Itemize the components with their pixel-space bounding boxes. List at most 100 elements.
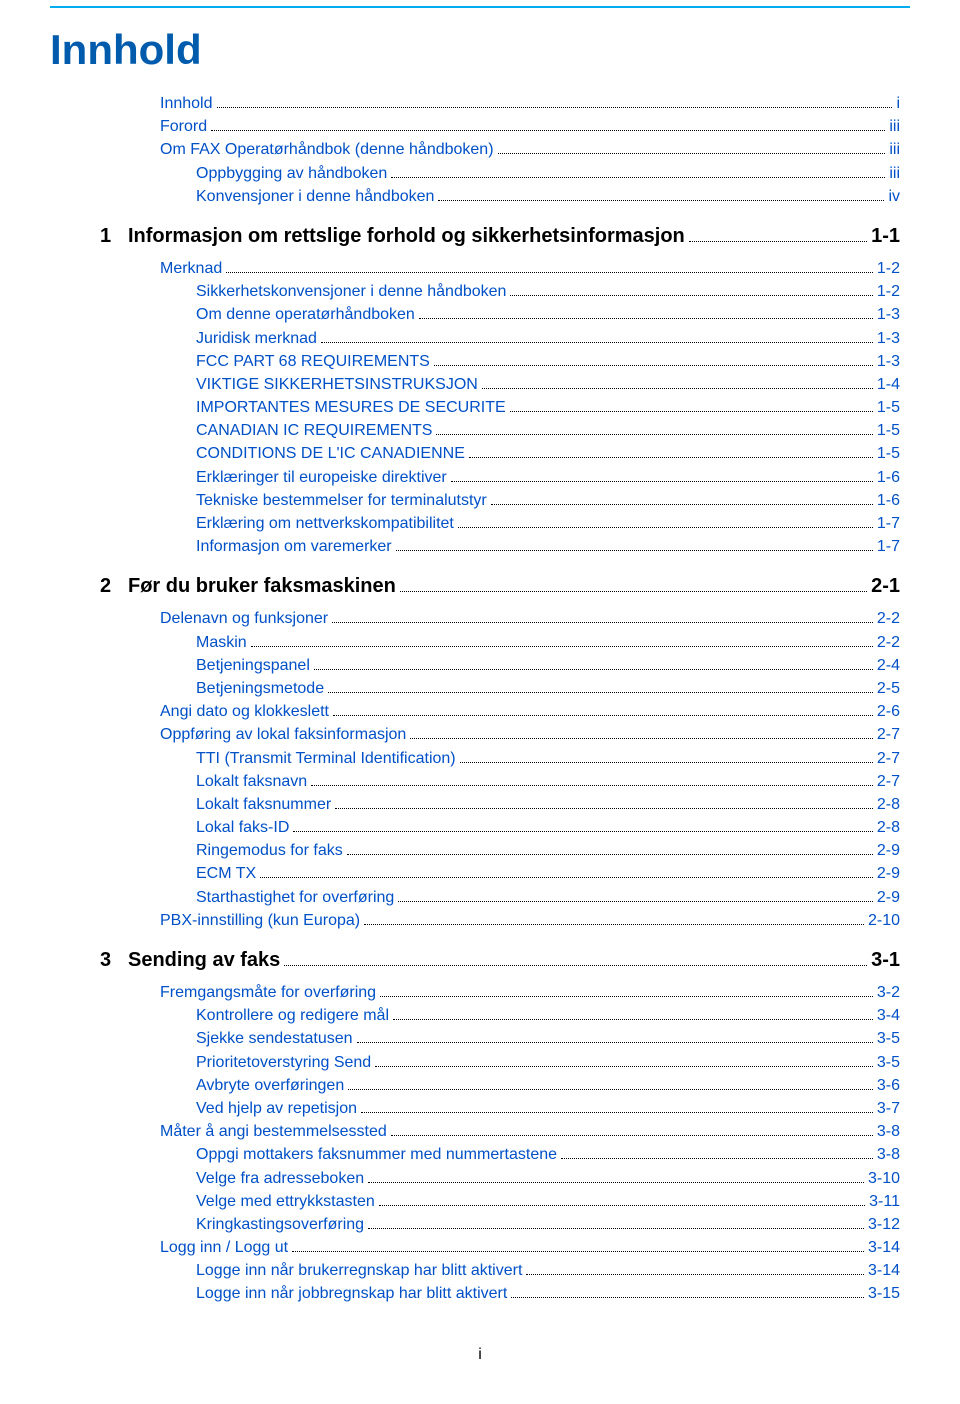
toc-entry[interactable]: Lokalt faksnummer 2-8 <box>100 793 900 816</box>
toc-leader <box>251 646 873 647</box>
toc-entry[interactable]: Logg inn / Logg ut 3-14 <box>100 1236 900 1259</box>
page-title: Innhold <box>50 26 960 74</box>
toc-entry-page: iii <box>889 162 900 185</box>
toc-entry-page: 1-3 <box>877 303 900 326</box>
chapter-number: 3 <box>100 946 128 975</box>
toc-entry[interactable]: Oppbygging av håndboken iii <box>100 162 900 185</box>
toc-entry[interactable]: Kringkastingsoverføring 3-12 <box>100 1213 900 1236</box>
toc-entry-label: Angi dato og klokkeslett <box>160 700 329 723</box>
toc-entry-page: i <box>896 92 900 115</box>
toc-entry[interactable]: Tekniske bestemmelser for terminalutstyr… <box>100 489 900 512</box>
toc-entry-page: 3-4 <box>877 1004 900 1027</box>
toc-chapter-block: 2Før du bruker faksmaskinen 2-1 Delenavn … <box>100 572 900 932</box>
toc-chapter-heading[interactable]: 1Informasjon om rettslige forhold og sik… <box>100 222 900 251</box>
toc-entry[interactable]: Maskin 2-2 <box>100 631 900 654</box>
toc-entry[interactable]: Lokal faks-ID 2-8 <box>100 816 900 839</box>
toc-entry-label: Avbryte overføringen <box>196 1074 344 1097</box>
toc-entry[interactable]: Oppføring av lokal faksinformasjon 2-7 <box>100 723 900 746</box>
toc-entry[interactable]: Ringemodus for faks 2-9 <box>100 839 900 862</box>
toc-entry[interactable]: Angi dato og klokkeslett 2-6 <box>100 700 900 723</box>
toc-entry[interactable]: Lokalt faksnavn 2-7 <box>100 770 900 793</box>
toc-entry-label: Logge inn når jobbregnskap har blitt akt… <box>196 1282 507 1305</box>
toc-entry-page: 1-3 <box>877 350 900 373</box>
toc-entry[interactable]: Om denne operatørhåndboken 1-3 <box>100 303 900 326</box>
toc-entry-label: Velge fra adresseboken <box>196 1167 364 1190</box>
toc-entry[interactable]: Erklæringer til europeiske direktiver 1-… <box>100 466 900 489</box>
toc-entry[interactable]: Prioritetoverstyring Send 3-5 <box>100 1051 900 1074</box>
chapter-number: 2 <box>100 572 128 601</box>
toc-leader <box>510 295 872 296</box>
toc-entry[interactable]: Erklæring om nettverkskompatibilitet 1-7 <box>100 512 900 535</box>
toc-leader <box>380 996 873 997</box>
toc-entry-label: Oppføring av lokal faksinformasjon <box>160 723 406 746</box>
toc-entry-label: Fremgangsmåte for overføring <box>160 981 376 1004</box>
toc-entry[interactable]: Sikkerhetskonvensjoner i denne håndboken… <box>100 280 900 303</box>
toc-entry-page: 2-9 <box>877 839 900 862</box>
toc-entry[interactable]: Innhold i <box>100 92 900 115</box>
toc-entry[interactable]: VIKTIGE SIKKERHETSINSTRUKSJON 1-4 <box>100 373 900 396</box>
toc-entry[interactable]: CONDITIONS DE L'IC CANADIENNE 1-5 <box>100 442 900 465</box>
toc-entry[interactable]: Betjeningsmetode 2-5 <box>100 677 900 700</box>
toc-entry[interactable]: FCC PART 68 REQUIREMENTS 1-3 <box>100 350 900 373</box>
toc-leader <box>368 1182 864 1183</box>
toc-leader <box>526 1274 864 1275</box>
toc-entry[interactable]: Måter å angi bestemmelsessted 3-8 <box>100 1120 900 1143</box>
toc-entry-page: 1-7 <box>877 512 900 535</box>
toc-entry[interactable]: ECM TX 2-9 <box>100 862 900 885</box>
toc-entry-label: IMPORTANTES MESURES DE SECURITE <box>196 396 506 419</box>
toc-entry-page: 2-2 <box>877 607 900 630</box>
toc-entry-page: 2-2 <box>877 631 900 654</box>
toc-entry[interactable]: Betjeningspanel 2-4 <box>100 654 900 677</box>
toc-entry[interactable]: Fremgangsmåte for overføring 3-2 <box>100 981 900 1004</box>
toc-leader <box>347 854 873 855</box>
toc-entry[interactable]: Ved hjelp av repetisjon 3-7 <box>100 1097 900 1120</box>
toc-entry[interactable]: Velge fra adresseboken 3-10 <box>100 1167 900 1190</box>
toc-entry-label: Merknad <box>160 257 222 280</box>
toc-leader <box>460 762 873 763</box>
toc-entry[interactable]: Logge inn når jobbregnskap har blitt akt… <box>100 1282 900 1305</box>
toc-entry[interactable]: Konvensjoner i denne håndboken iv <box>100 185 900 208</box>
toc-entry[interactable]: Oppgi mottakers faksnummer med nummertas… <box>100 1143 900 1166</box>
toc-entry[interactable]: CANADIAN IC REQUIREMENTS 1-5 <box>100 419 900 442</box>
toc-chapter-heading[interactable]: 3Sending av faks 3-1 <box>100 946 900 975</box>
toc-leader <box>333 715 873 716</box>
toc-entry-page: 1-7 <box>877 535 900 558</box>
toc-entry-page: 3-12 <box>868 1213 900 1236</box>
toc-entry[interactable]: TTI (Transmit Terminal Identification) 2… <box>100 747 900 770</box>
table-of-contents: Innhold iForord iiiOm FAX Operatørhåndbo… <box>100 92 900 1306</box>
toc-entry-page: 1-3 <box>877 327 900 350</box>
toc-leader <box>217 107 893 108</box>
toc-entry[interactable]: Juridisk merknad 1-3 <box>100 327 900 350</box>
toc-entry-page: iii <box>889 115 900 138</box>
toc-entry[interactable]: Kontrollere og redigere mål 3-4 <box>100 1004 900 1027</box>
toc-entry[interactable]: Sjekke sendestatusen 3-5 <box>100 1027 900 1050</box>
toc-entry[interactable]: Om FAX Operatørhåndbok (denne håndboken)… <box>100 138 900 161</box>
toc-entry-label: Ved hjelp av repetisjon <box>196 1097 357 1120</box>
toc-chapter-heading[interactable]: 2Før du bruker faksmaskinen 2-1 <box>100 572 900 601</box>
toc-leader <box>391 1135 873 1136</box>
toc-entry-page: 2-9 <box>877 862 900 885</box>
toc-entry[interactable]: Starthastighet for overføring 2-9 <box>100 886 900 909</box>
toc-entry-label: Betjeningsmetode <box>196 677 324 700</box>
toc-leader <box>379 1205 865 1206</box>
toc-entry[interactable]: Delenavn og funksjoner 2-2 <box>100 607 900 630</box>
toc-entry-label: Informasjon om rettslige forhold og sikk… <box>128 222 685 251</box>
toc-entry[interactable]: Logge inn når brukerregnskap har blitt a… <box>100 1259 900 1282</box>
toc-leader <box>348 1089 873 1090</box>
toc-leader <box>393 1019 873 1020</box>
toc-entry[interactable]: Avbryte overføringen 3-6 <box>100 1074 900 1097</box>
toc-leader <box>689 241 867 242</box>
toc-leader <box>361 1112 873 1113</box>
toc-chapter-block: 1Informasjon om rettslige forhold og sik… <box>100 222 900 558</box>
toc-entry[interactable]: Merknad 1-2 <box>100 257 900 280</box>
toc-entry[interactable]: Informasjon om varemerker 1-7 <box>100 535 900 558</box>
toc-entry[interactable]: Forord iii <box>100 115 900 138</box>
toc-entry[interactable]: PBX-innstilling (kun Europa) 2-10 <box>100 909 900 932</box>
toc-entry[interactable]: IMPORTANTES MESURES DE SECURITE 1-5 <box>100 396 900 419</box>
toc-leader <box>335 808 873 809</box>
toc-leader <box>391 177 885 178</box>
toc-entry[interactable]: Velge med ettrykkstasten 3-11 <box>100 1190 900 1213</box>
toc-entry-label: Måter å angi bestemmelsessted <box>160 1120 387 1143</box>
toc-leader <box>469 457 873 458</box>
toc-entry-label: Oppgi mottakers faksnummer med nummertas… <box>196 1143 557 1166</box>
